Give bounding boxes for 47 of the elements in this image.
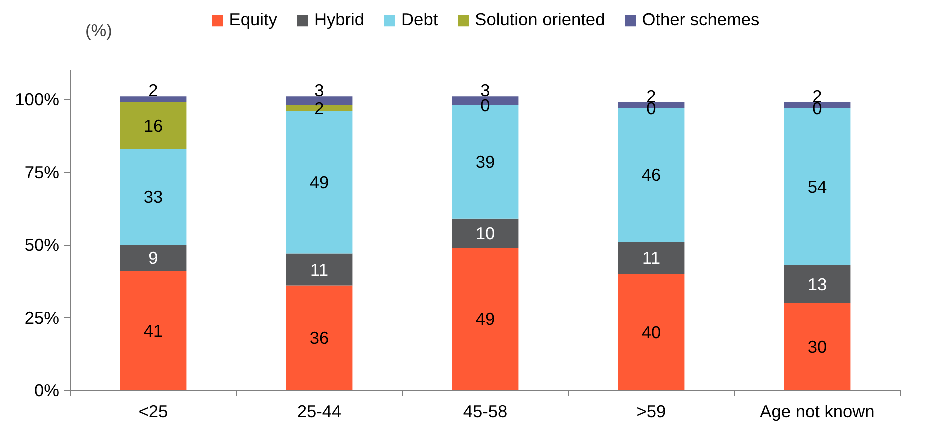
bar	[784, 265, 851, 304]
bar	[120, 102, 187, 150]
y-tick-label: 100%	[15, 90, 60, 110]
bar	[120, 96, 187, 102]
legend-label: Debt	[402, 10, 438, 30]
data-label: 54	[808, 176, 828, 197]
data-label: 13	[808, 274, 828, 294]
data-label: 10	[476, 223, 496, 244]
data-label: 2	[148, 80, 158, 101]
bar	[452, 218, 519, 248]
y-tick-label: 0%	[34, 380, 60, 400]
y-tick-label: 75%	[24, 162, 60, 182]
data-label: 36	[310, 328, 330, 348]
data-label: 11	[642, 248, 661, 268]
bar	[120, 271, 187, 390]
bar	[286, 254, 353, 286]
data-label: 41	[144, 320, 164, 341]
bar	[618, 242, 685, 274]
bar	[120, 149, 187, 246]
bar	[286, 286, 353, 390]
x-tick-label: <25	[138, 402, 168, 422]
bar	[784, 303, 851, 390]
data-label: 39	[476, 152, 496, 172]
data-label: 30	[808, 336, 828, 357]
data-label: 11	[310, 260, 329, 280]
data-label: 9	[148, 248, 158, 268]
data-label: 49	[476, 309, 496, 330]
data-label: 46	[642, 165, 662, 186]
data-label: 3	[314, 80, 324, 101]
legend-label: Other schemes	[642, 10, 760, 30]
bar	[120, 245, 187, 272]
legend-label: Equity	[229, 10, 278, 30]
bar	[452, 248, 519, 390]
legend-label: Hybrid	[314, 10, 365, 30]
data-label: 49	[310, 172, 330, 192]
bar	[618, 274, 685, 390]
x-tick-label: 45-58	[463, 402, 508, 422]
x-tick-label: Age not known	[760, 402, 875, 422]
legend-label: Solution oriented	[475, 10, 606, 30]
data-label: 40	[642, 322, 662, 342]
y-axis-title: (%)	[86, 20, 112, 40]
x-tick-label: 25-44	[297, 402, 342, 422]
y-tick-label: 50%	[24, 235, 60, 256]
data-label: 33	[144, 187, 164, 208]
data-label: 16	[144, 116, 164, 136]
x-tick-label: >59	[636, 402, 666, 422]
y-tick-label: 25%	[24, 308, 60, 328]
